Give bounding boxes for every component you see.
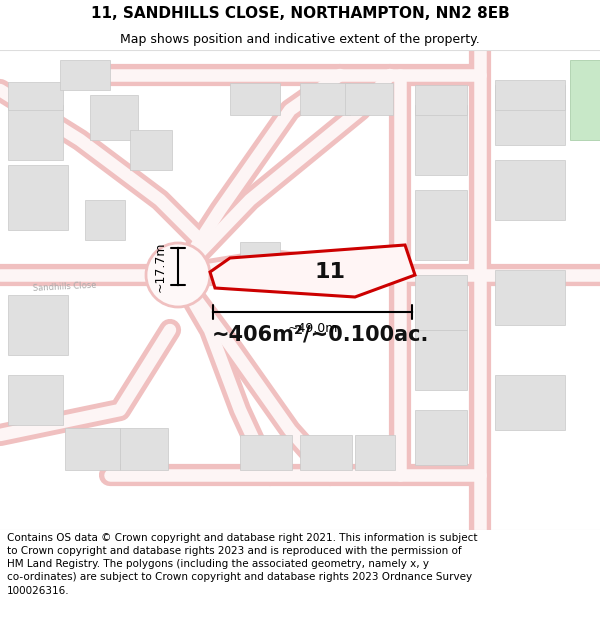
Bar [495,160,565,220]
Bar [8,82,63,110]
Text: Sandhills Close: Sandhills Close [33,281,97,293]
Bar [415,330,467,390]
Text: 11, SANDHILLS CLOSE, NORTHAMPTON, NN2 8EB: 11, SANDHILLS CLOSE, NORTHAMPTON, NN2 8E… [91,6,509,21]
Bar [495,270,565,325]
Text: 11: 11 [314,262,346,282]
Text: ~17.7m: ~17.7m [154,241,167,292]
Bar [345,83,393,115]
Bar [355,435,395,470]
Bar [230,83,280,115]
Bar [8,295,68,355]
Text: Contains OS data © Crown copyright and database right 2021. This information is : Contains OS data © Crown copyright and d… [7,533,478,596]
Bar [90,95,138,140]
Bar [130,130,172,170]
Text: ~406m²/~0.100ac.: ~406m²/~0.100ac. [211,325,428,345]
Bar [300,435,352,470]
Bar [8,165,68,230]
Bar [415,85,467,115]
Bar [120,428,168,470]
Bar [240,242,280,282]
Bar [415,105,467,175]
Bar [85,200,125,240]
Bar [495,375,565,430]
Bar [300,83,350,115]
Bar [60,60,110,90]
Bar [65,428,120,470]
Text: ~49.0m: ~49.0m [287,322,338,336]
Bar [495,85,565,145]
Bar [240,435,292,470]
Polygon shape [210,245,415,297]
Bar [8,375,63,425]
Bar [495,80,565,110]
Bar [8,105,63,160]
Text: Map shows position and indicative extent of the property.: Map shows position and indicative extent… [120,32,480,46]
Bar [415,275,467,330]
Circle shape [146,243,210,307]
Bar [415,190,467,260]
Bar [415,410,467,465]
Bar [570,60,600,140]
